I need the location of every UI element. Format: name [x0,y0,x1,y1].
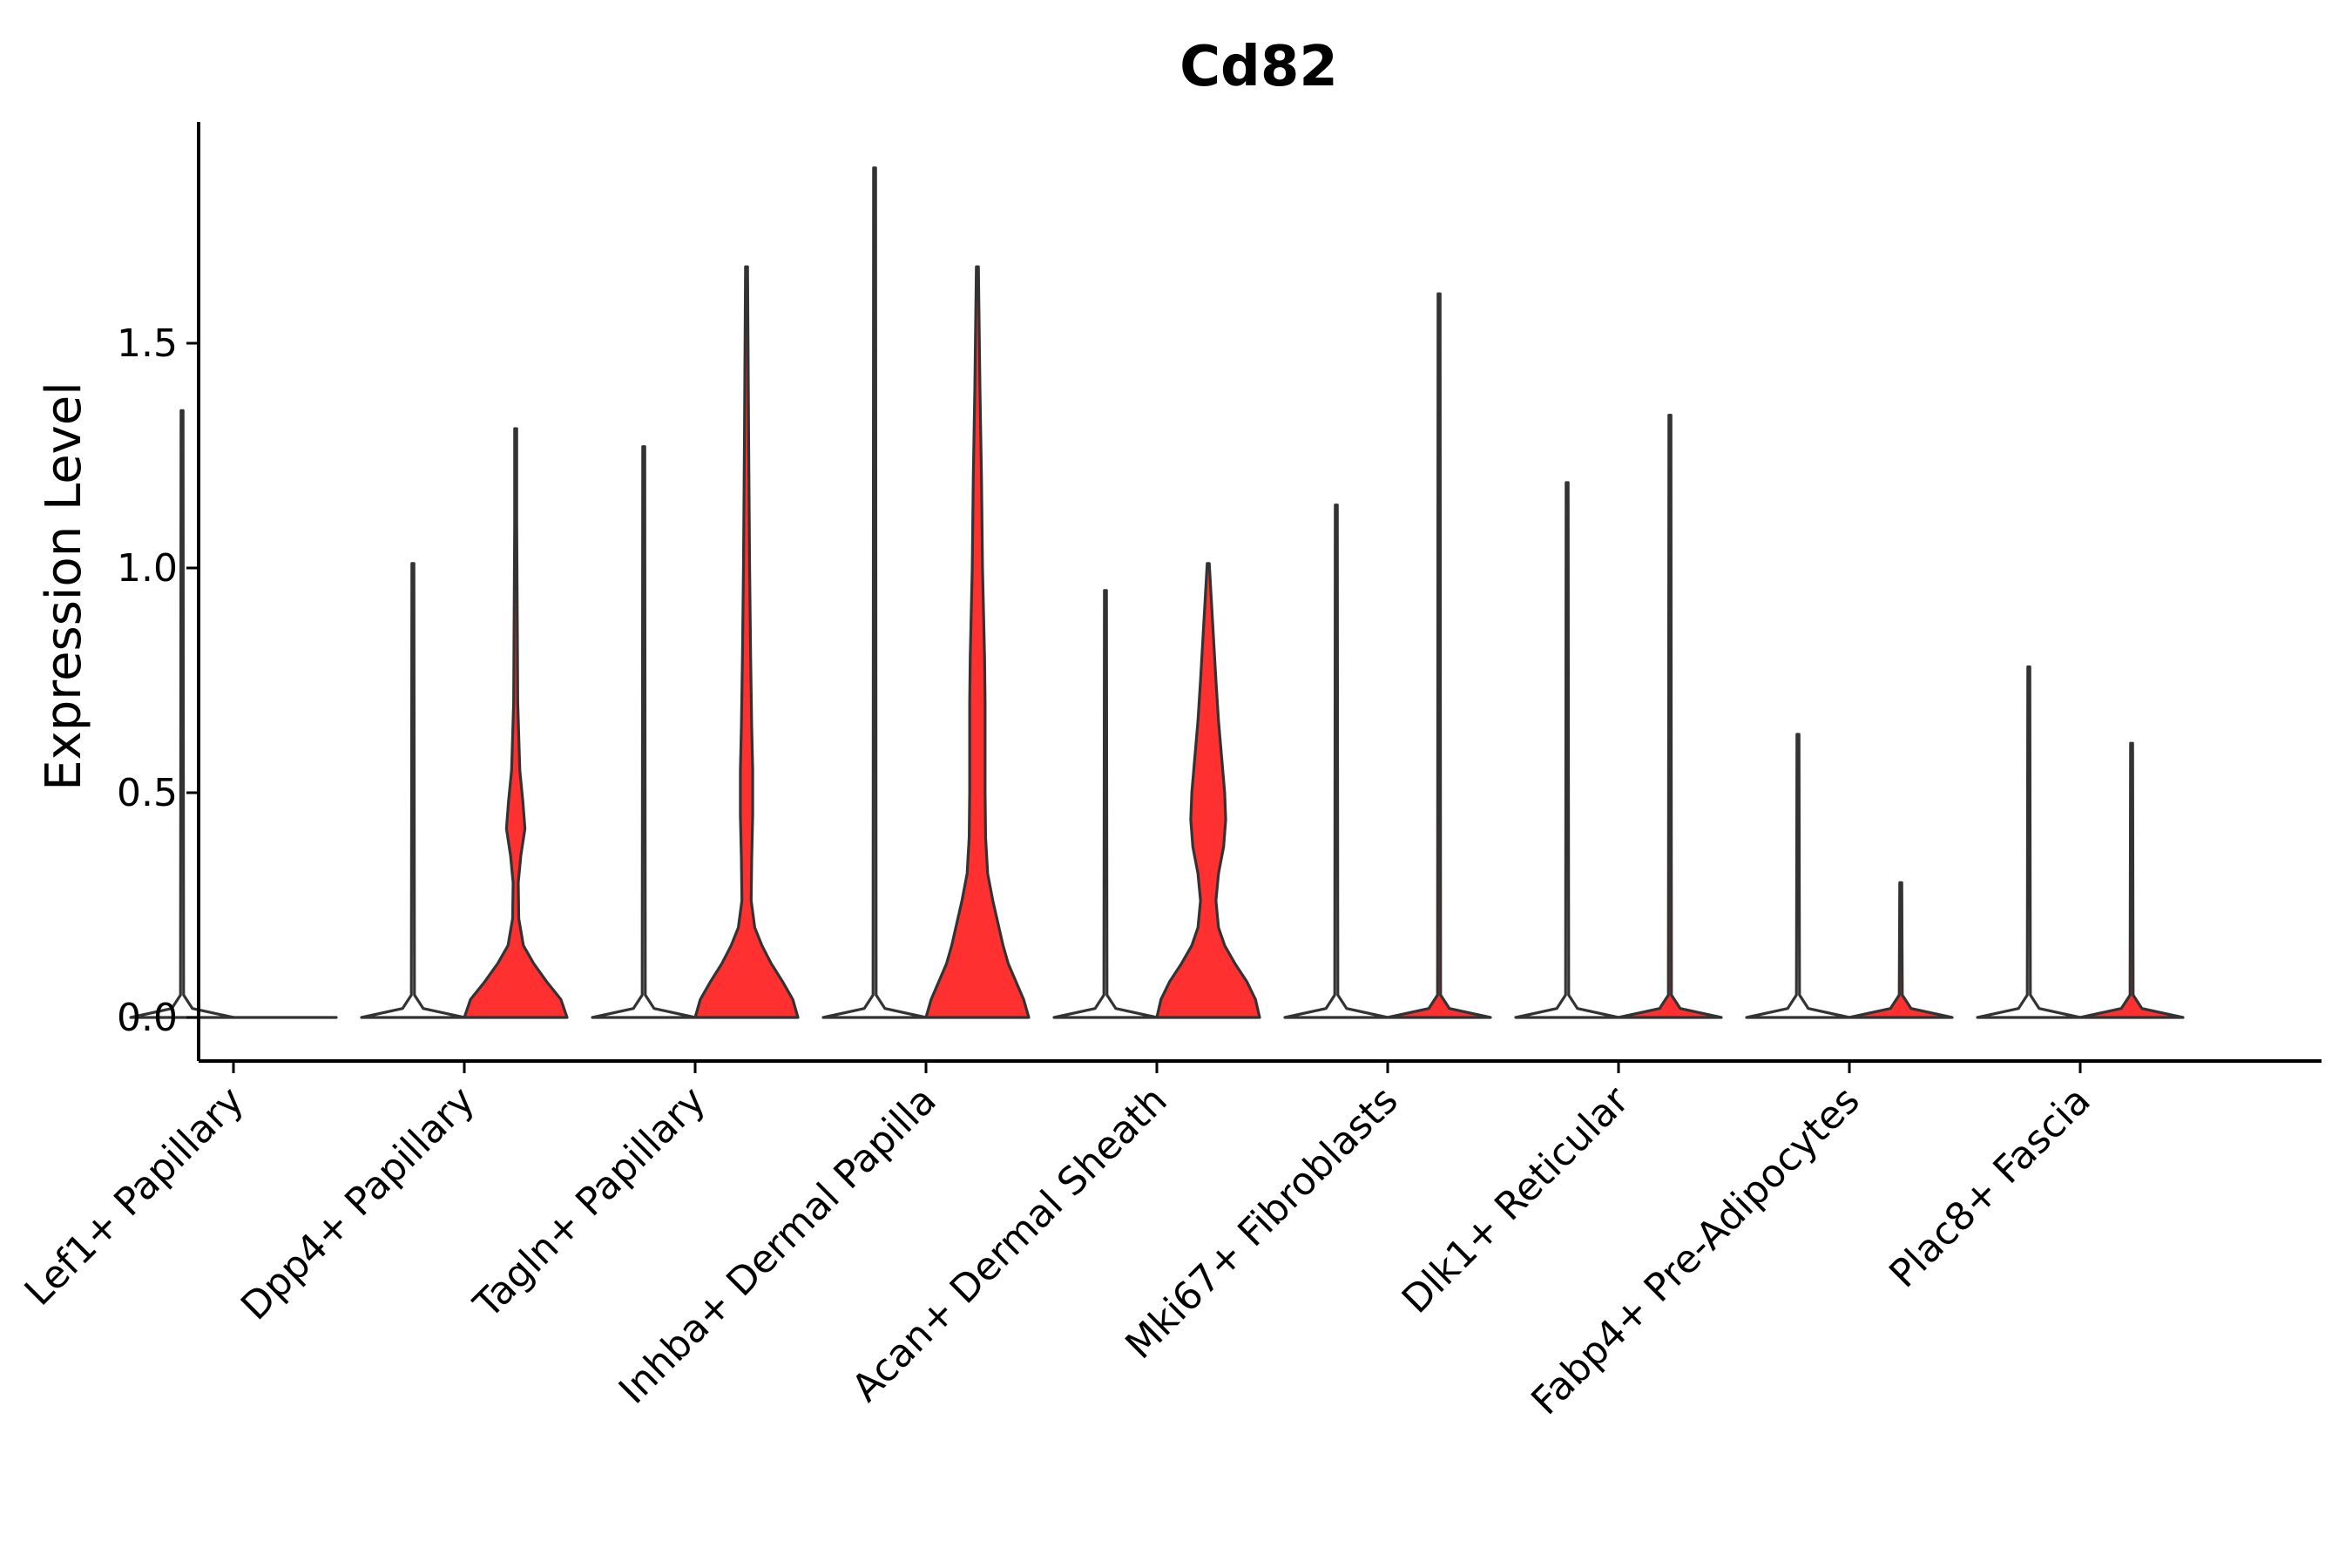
x-tick-label: Dpp4+ Papillary [233,1078,483,1329]
violin-left [821,166,928,1019]
x-tick-label: Lef1+ Papillary [17,1078,253,1315]
x-tick-label: Dlk1+ Reticular [1394,1078,1639,1322]
x-tick-label: Tagln+ Papillary [465,1078,714,1328]
violin-left [1745,733,1851,1019]
violin-right [1155,562,1261,1019]
violin-left [129,409,235,1019]
violin-left [360,562,466,1019]
y-tick-label: 1.0 [117,546,178,591]
violin-right [1848,881,1954,1019]
violin-left [1052,589,1159,1019]
y-tick-label: 0.0 [117,996,178,1040]
y-tick-label: 0.5 [117,771,178,815]
violin-group [129,166,2185,1019]
y-tick-label: 1.5 [117,321,178,366]
violin-left [591,445,697,1019]
violin-right [2078,741,2185,1019]
violin-left [1283,504,1389,1019]
violin-right [693,265,800,1019]
violin-right [1617,413,1723,1019]
violin-right [1386,292,1492,1019]
violin-right [924,265,1031,1019]
x-tick-label: Plac8+ Fascia [1881,1078,2099,1297]
chart-title: Cd82 [1179,35,1338,99]
violin-left [1514,481,1620,1019]
violin-right [463,427,569,1019]
violin-left [1976,665,2082,1019]
y-axis: 0.0 0.5 1.0 1.5 [117,122,200,1061]
y-axis-label: Expression Level [36,382,92,791]
